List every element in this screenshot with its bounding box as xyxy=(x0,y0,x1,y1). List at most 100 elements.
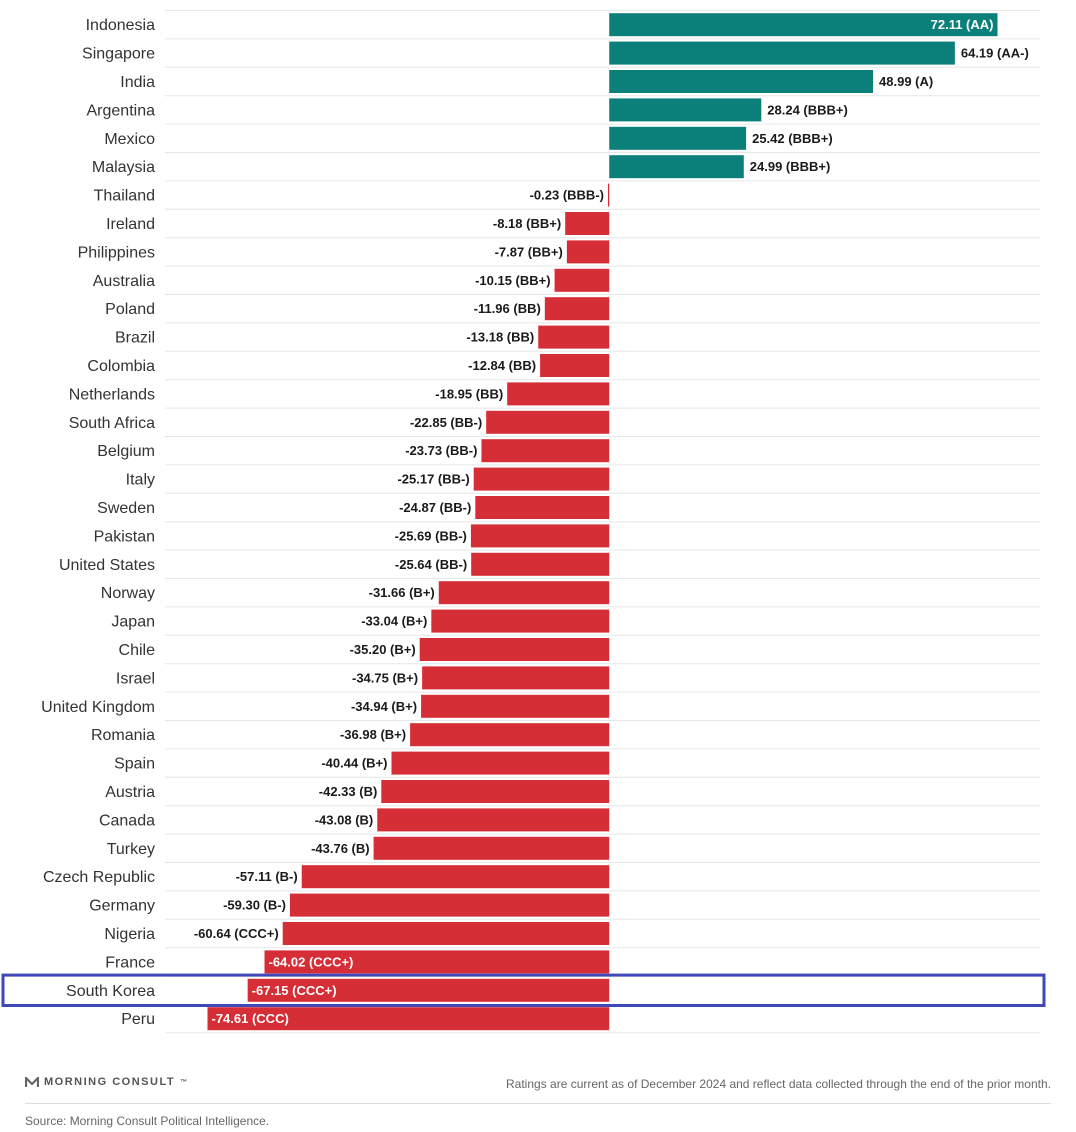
bar xyxy=(381,780,610,803)
category-label: Spain xyxy=(114,756,155,773)
bar xyxy=(410,723,610,747)
data-label: -13.18 (BB) xyxy=(466,330,534,345)
category-label: Austria xyxy=(105,784,155,801)
bar xyxy=(607,183,610,207)
category-label: Romania xyxy=(91,727,155,744)
data-label: -25.64 (BB-) xyxy=(395,557,467,572)
data-label: 24.99 (BBB+) xyxy=(750,159,831,174)
data-label: -43.08 (B) xyxy=(315,812,374,827)
source-note: Source: Morning Consult Political Intell… xyxy=(25,1114,270,1128)
bar xyxy=(475,496,610,519)
category-label: Italy xyxy=(126,472,155,489)
chart: Indonesia 72.11 (AA) Singapore 64.19 (AA-) I… xyxy=(1,10,1046,1034)
data-label: -8.18 (BB+) xyxy=(493,216,561,231)
data-label: -64.02 (CCC+) xyxy=(269,954,354,969)
data-label: -36.98 (B+) xyxy=(340,727,406,742)
category-label: Sweden xyxy=(97,500,155,517)
ratings-note: Ratings are current as of December 2024 … xyxy=(506,1077,1051,1091)
bar xyxy=(391,751,610,775)
category-label: Chile xyxy=(119,642,156,659)
data-label: -12.84 (BB) xyxy=(468,358,536,373)
category-label: Australia xyxy=(93,273,155,290)
data-label: -25.69 (BB-) xyxy=(395,528,467,543)
category-label: Colombia xyxy=(87,358,155,375)
category-label: Argentina xyxy=(87,102,156,119)
bar xyxy=(289,893,610,917)
bar xyxy=(431,609,610,633)
bar xyxy=(609,126,747,150)
data-label: -42.33 (B) xyxy=(319,784,378,799)
bar xyxy=(471,552,610,576)
data-label: -11.96 (BB) xyxy=(474,301,541,316)
data-label: -18.95 (BB) xyxy=(435,386,503,401)
data-label: -22.85 (BB-) xyxy=(410,415,482,430)
bar xyxy=(565,212,610,235)
brand-logo: MORNING CONSULT ™ xyxy=(25,1076,187,1088)
category-label: South Korea xyxy=(66,983,155,1000)
bar xyxy=(609,41,955,65)
bar xyxy=(377,808,610,832)
data-label: -74.61 (CCC) xyxy=(211,1011,288,1026)
category-label: Israel xyxy=(116,670,155,687)
bar xyxy=(470,524,610,548)
bar xyxy=(264,950,610,974)
bar xyxy=(544,297,610,321)
data-label: -40.44 (B+) xyxy=(321,756,387,771)
data-label: -34.75 (B+) xyxy=(352,670,418,685)
bar xyxy=(247,978,610,1002)
category-label: Turkey xyxy=(107,841,155,858)
data-label: -7.87 (BB+) xyxy=(495,244,563,259)
highlight-box xyxy=(1,973,1046,1007)
brand-name: MORNING CONSULT xyxy=(44,1076,176,1088)
bar xyxy=(538,325,610,349)
bar xyxy=(540,354,610,377)
category-label: Mexico xyxy=(104,131,155,148)
category-label: Norway xyxy=(101,585,155,602)
category-label: France xyxy=(105,954,155,971)
data-label: -57.11 (B-) xyxy=(236,869,298,884)
category-label: South Africa xyxy=(69,415,155,432)
category-label: Germany xyxy=(89,898,155,915)
category-label: Thailand xyxy=(94,188,155,205)
bar xyxy=(419,638,610,661)
bar xyxy=(282,922,610,945)
category-label: United States xyxy=(59,557,155,574)
category-label: Brazil xyxy=(115,330,155,347)
category-label: Singapore xyxy=(82,46,155,63)
data-label: -60.64 (CCC+) xyxy=(194,926,279,941)
category-label: Malaysia xyxy=(92,159,155,176)
data-label: 48.99 (A) xyxy=(879,74,933,89)
bar xyxy=(473,467,610,491)
bar xyxy=(566,240,610,264)
bar xyxy=(486,410,610,434)
footer-divider xyxy=(25,1103,1051,1104)
data-label: -59.30 (B-) xyxy=(223,898,286,913)
category-label: Canada xyxy=(99,812,155,829)
data-label: -35.20 (B+) xyxy=(350,642,416,657)
bar xyxy=(609,70,874,93)
bar xyxy=(207,1007,610,1031)
bar xyxy=(422,666,610,690)
data-label: -23.73 (BB-) xyxy=(405,443,477,458)
bar xyxy=(554,268,610,292)
morning-consult-logo-icon xyxy=(25,1076,39,1087)
data-label: -24.87 (BB-) xyxy=(399,500,471,515)
data-label: 72.11 (AA) xyxy=(931,17,994,32)
bar xyxy=(301,865,610,889)
data-label: -43.76 (B) xyxy=(311,841,370,856)
data-label: 28.24 (BBB+) xyxy=(767,102,848,117)
category-label: Czech Republic xyxy=(43,869,155,886)
bar xyxy=(507,382,610,406)
data-label: 64.19 (AA-) xyxy=(961,46,1029,61)
category-label: Philippines xyxy=(78,244,155,261)
category-label: Japan xyxy=(111,614,155,631)
brand-trademark: ™ xyxy=(180,1078,188,1086)
data-label: -31.66 (B+) xyxy=(369,585,435,600)
category-label: Belgium xyxy=(97,443,155,460)
bar xyxy=(373,836,610,860)
category-label: United Kingdom xyxy=(41,699,155,716)
category-label: Poland xyxy=(105,301,155,318)
category-label: Indonesia xyxy=(86,17,155,34)
bar xyxy=(609,13,998,37)
category-label: Peru xyxy=(121,1011,155,1028)
